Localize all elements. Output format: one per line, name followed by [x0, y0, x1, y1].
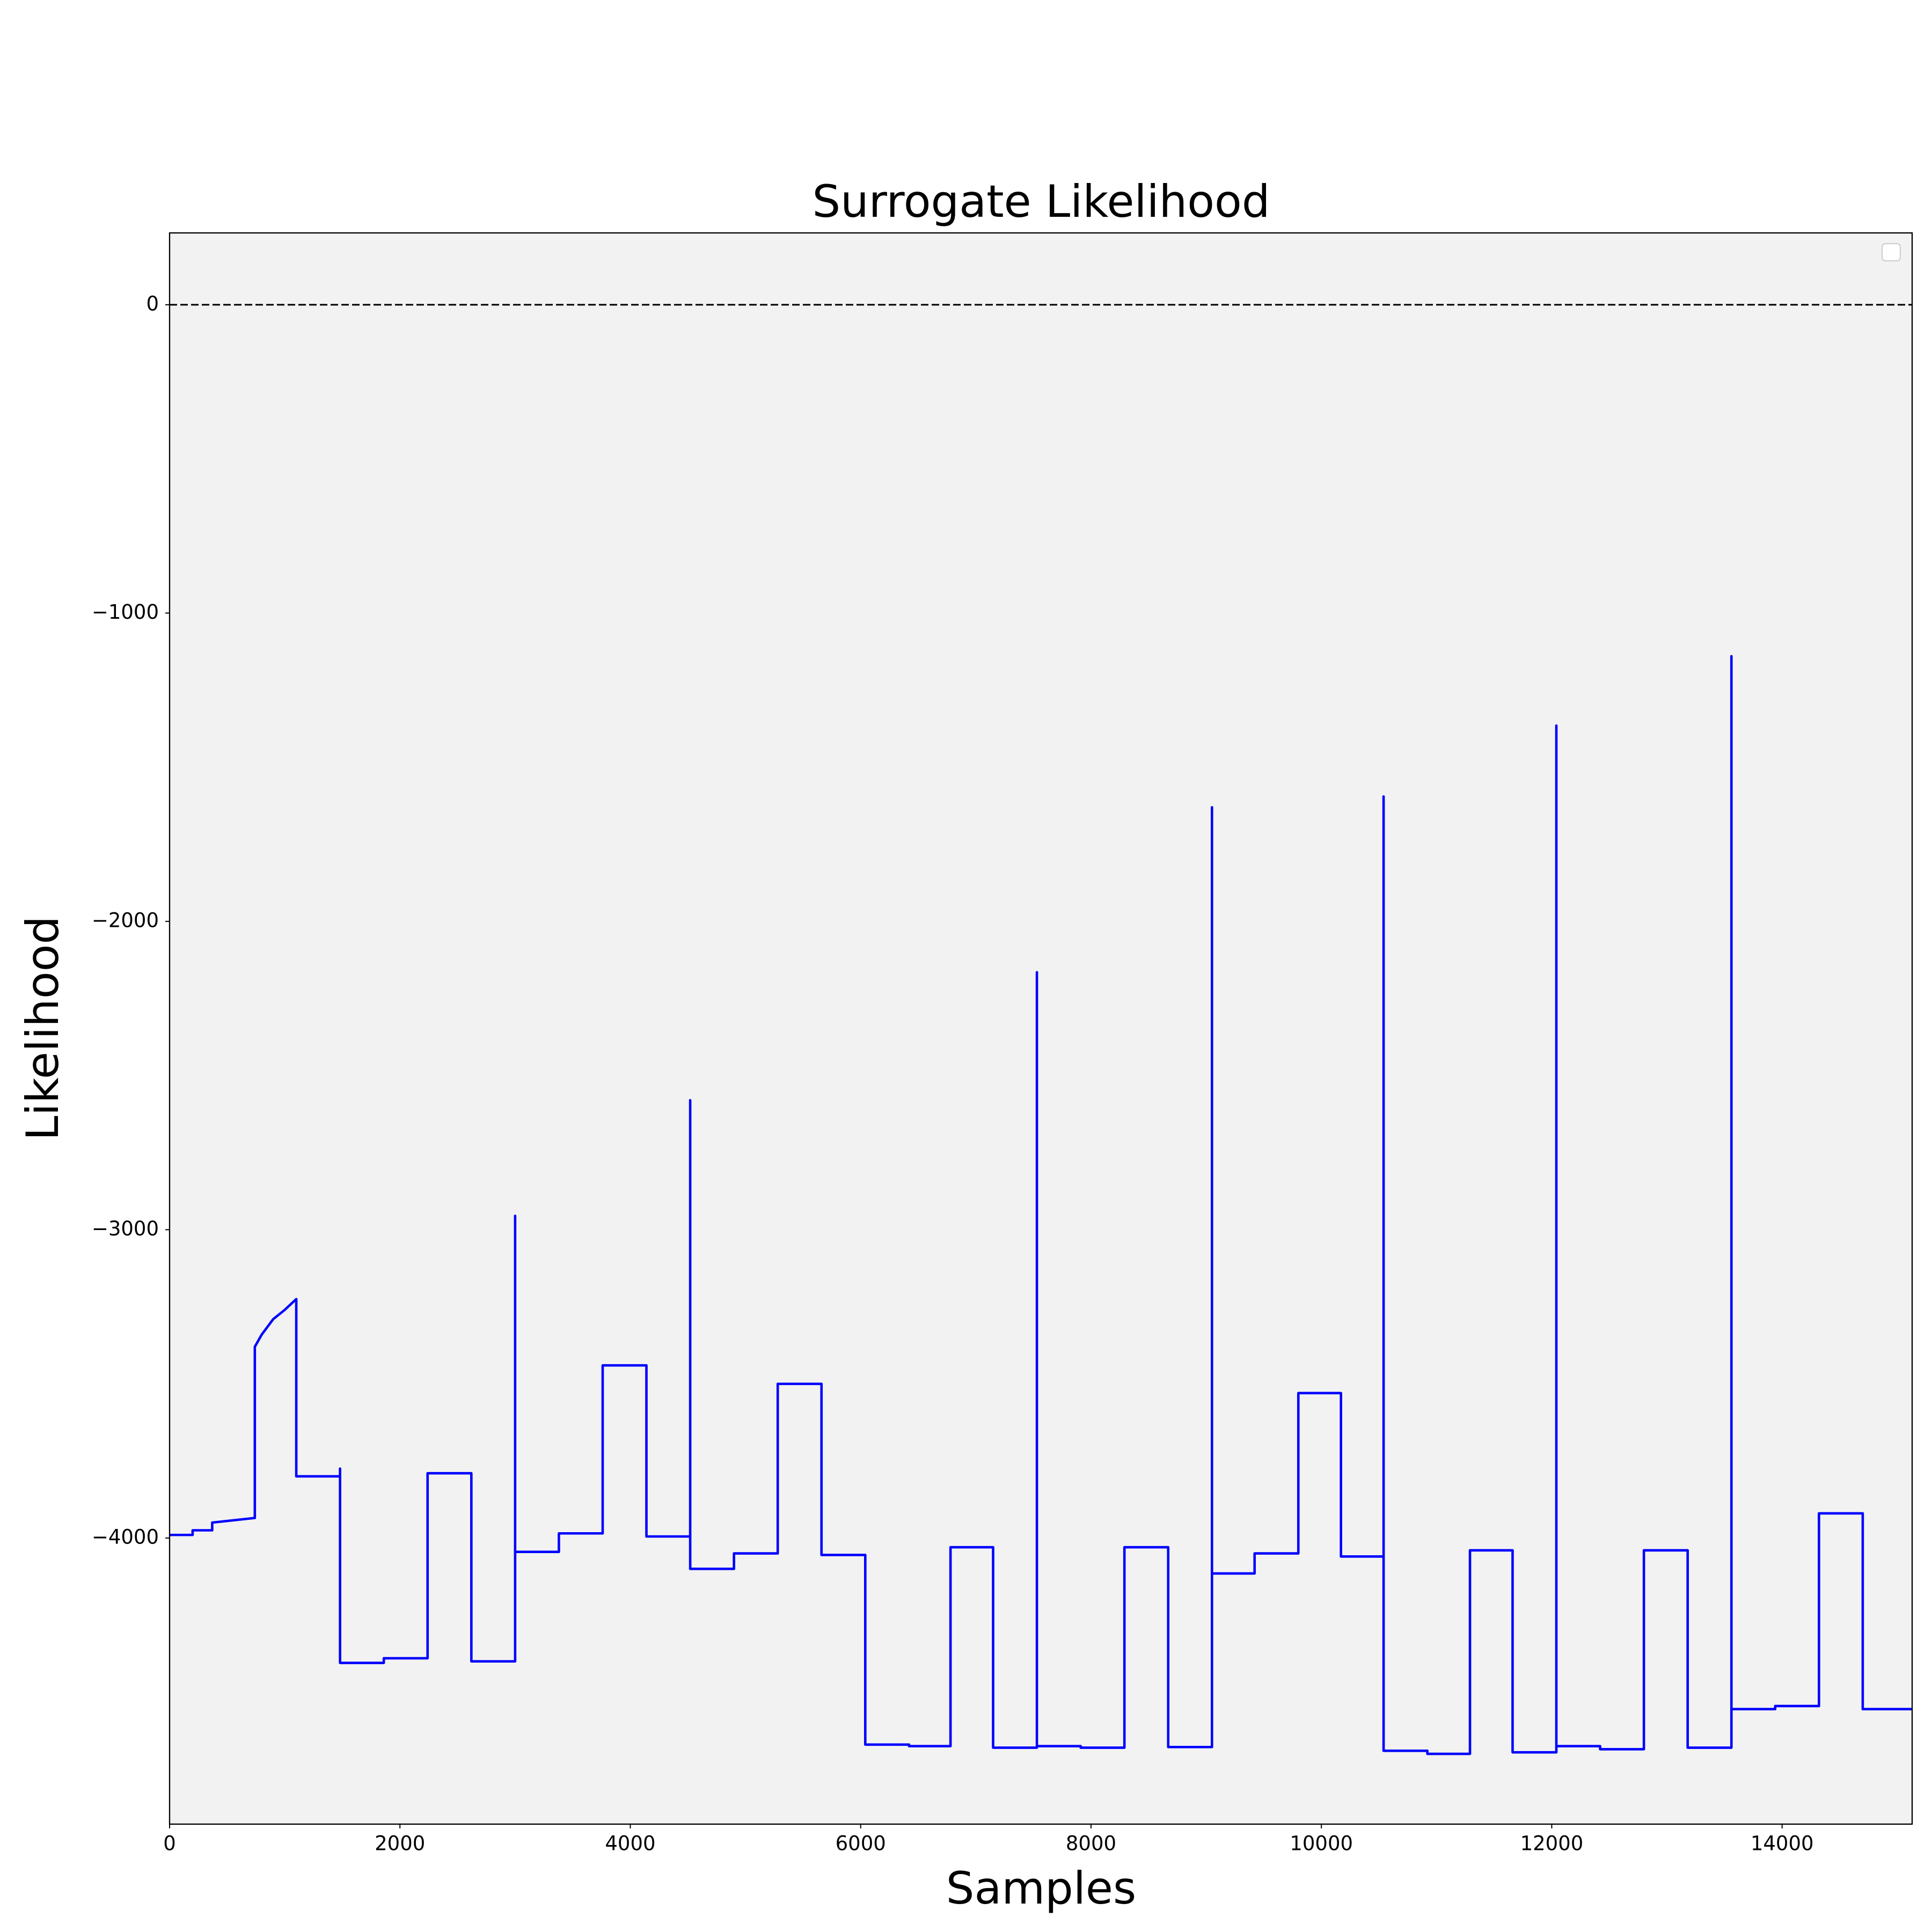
legend-box	[1882, 243, 1901, 261]
x-tick-label: 10000	[1290, 1832, 1353, 1855]
x-tick-label: 6000	[836, 1832, 886, 1855]
x-tick-label: 8000	[1066, 1832, 1116, 1855]
y-tick-label: −1000	[92, 601, 159, 624]
chart-title: Surrogate Likelihood	[812, 175, 1270, 228]
x-tick-label: 2000	[375, 1832, 425, 1855]
line-series	[170, 655, 1912, 1755]
plot-area	[170, 233, 1912, 1824]
y-tick-label: 0	[146, 292, 159, 315]
x-tick-label: 0	[163, 1832, 176, 1855]
x-tick-label: 4000	[605, 1832, 655, 1855]
y-tick-label: −4000	[92, 1525, 159, 1548]
y-tick-label: −2000	[92, 909, 159, 932]
y-axis-label: Likelihood	[17, 916, 69, 1140]
x-tick-label: 12000	[1520, 1832, 1584, 1855]
y-tick-label: −3000	[92, 1217, 159, 1240]
x-axis-label: Samples	[946, 1862, 1136, 1914]
x-tick-label: 14000	[1751, 1832, 1814, 1855]
plot-frame	[169, 232, 1913, 1825]
